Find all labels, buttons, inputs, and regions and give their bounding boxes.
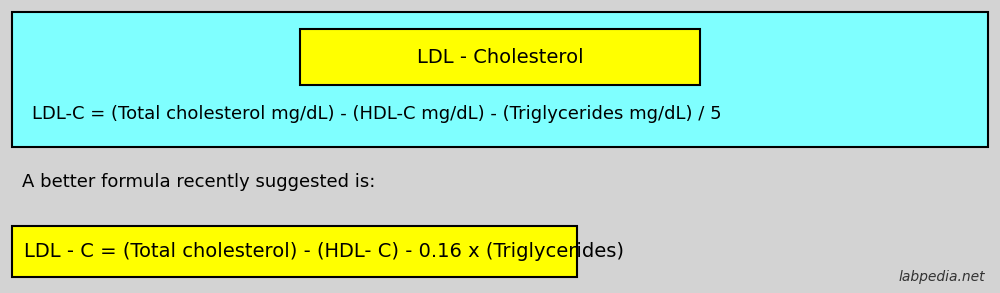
Bar xyxy=(12,12,988,146)
Text: LDL - Cholesterol: LDL - Cholesterol xyxy=(417,48,583,67)
Text: labpedia.net: labpedia.net xyxy=(898,270,985,284)
Text: LDL-C = (Total cholesterol mg/dL) - (HDL-C mg/dL) - (Triglycerides mg/dL) / 5: LDL-C = (Total cholesterol mg/dL) - (HDL… xyxy=(32,105,722,123)
Bar xyxy=(300,29,700,85)
Bar xyxy=(12,226,577,277)
Text: LDL - C = (Total cholesterol) - (HDL- C) - 0.16 x (Triglycerides): LDL - C = (Total cholesterol) - (HDL- C)… xyxy=(24,242,624,261)
Text: A better formula recently suggested is:: A better formula recently suggested is: xyxy=(22,173,375,191)
